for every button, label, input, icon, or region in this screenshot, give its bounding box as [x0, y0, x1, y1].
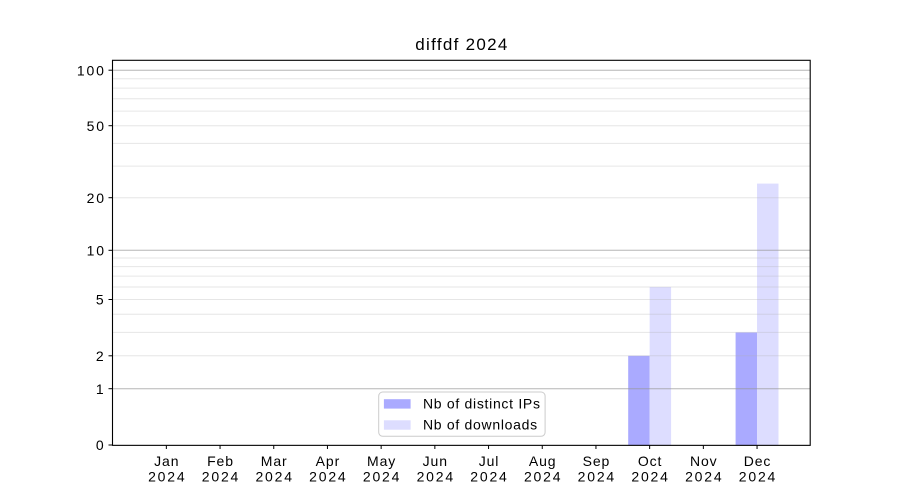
svg-text:Jan: Jan [154, 453, 179, 469]
svg-text:2024: 2024 [148, 469, 186, 485]
svg-text:20: 20 [87, 190, 106, 206]
svg-text:diffdf 2024: diffdf 2024 [415, 35, 508, 54]
svg-text:2024: 2024 [685, 469, 723, 485]
svg-text:50: 50 [87, 118, 106, 134]
svg-text:Nb of distinct IPs: Nb of distinct IPs [423, 395, 541, 411]
svg-text:Jul: Jul [479, 453, 500, 469]
svg-text:2024: 2024 [309, 469, 347, 485]
svg-text:10: 10 [87, 242, 106, 258]
svg-text:Sep: Sep [583, 453, 611, 469]
svg-text:5: 5 [96, 292, 106, 308]
svg-text:2024: 2024 [363, 469, 401, 485]
svg-text:Dec: Dec [744, 453, 772, 469]
svg-text:Jun: Jun [423, 453, 448, 469]
svg-text:Nov: Nov [690, 453, 718, 469]
svg-text:2024: 2024 [255, 469, 293, 485]
svg-text:Apr: Apr [316, 453, 341, 469]
svg-text:2024: 2024 [417, 469, 455, 485]
svg-text:2: 2 [96, 348, 106, 364]
svg-text:2024: 2024 [739, 469, 777, 485]
svg-text:Oct: Oct [638, 453, 662, 469]
svg-text:2024: 2024 [202, 469, 240, 485]
svg-text:May: May [367, 453, 396, 469]
svg-text:2024: 2024 [631, 469, 669, 485]
svg-text:2024: 2024 [524, 469, 562, 485]
svg-text:1: 1 [96, 381, 106, 397]
svg-text:2024: 2024 [470, 469, 508, 485]
svg-text:0: 0 [96, 437, 106, 453]
svg-text:100: 100 [77, 62, 106, 78]
svg-text:Feb: Feb [207, 453, 234, 469]
svg-text:Nb of downloads: Nb of downloads [423, 416, 538, 432]
svg-text:Mar: Mar [261, 453, 288, 469]
svg-text:Aug: Aug [529, 453, 557, 469]
svg-text:2024: 2024 [578, 469, 616, 485]
